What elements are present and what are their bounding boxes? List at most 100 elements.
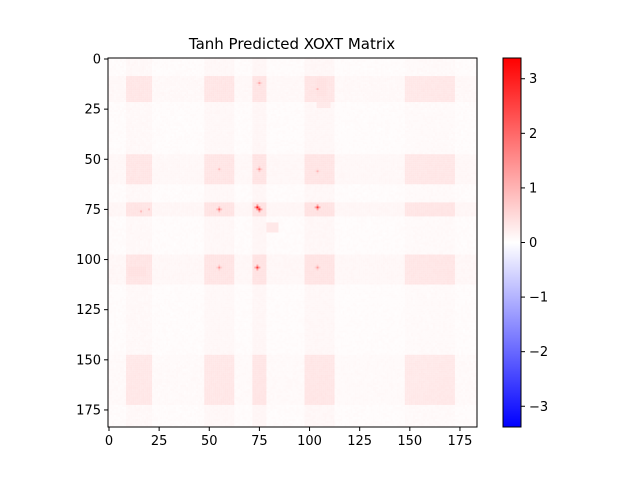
heatmap-cell <box>228 66 230 68</box>
heatmap-cell <box>260 66 262 68</box>
heatmap-cell <box>313 80 315 82</box>
heatmap-cell <box>258 92 260 94</box>
heatmap-cell <box>174 60 176 62</box>
heatmap-cell <box>288 62 290 64</box>
heatmap-cell <box>457 90 459 92</box>
heatmap-cell <box>258 74 260 76</box>
heatmap-cell <box>339 88 341 90</box>
heatmap-cell <box>359 66 361 68</box>
heatmap-cell <box>260 82 262 84</box>
heatmap-cell <box>373 86 375 88</box>
heatmap-cell <box>361 88 363 90</box>
heatmap-cell <box>337 62 339 64</box>
heatmap-cell <box>293 68 295 70</box>
heatmap-cell <box>154 86 156 88</box>
heatmap-cell <box>413 72 415 74</box>
heatmap-cell <box>341 86 343 88</box>
heatmap-cell <box>361 92 363 94</box>
heatmap-cell <box>415 72 417 74</box>
heatmap-cell <box>272 74 274 76</box>
heatmap-cell <box>467 98 469 100</box>
heatmap-cell <box>311 76 313 78</box>
heatmap-cell <box>134 94 136 96</box>
heatmap-cell <box>309 60 311 62</box>
heatmap-cell <box>234 90 236 92</box>
heatmap-cell <box>465 88 467 90</box>
heatmap-cell <box>146 70 148 72</box>
heatmap-cell <box>260 60 262 62</box>
heatmap-cell <box>222 70 224 72</box>
heatmap-cell <box>331 86 333 88</box>
heatmap-cell <box>146 72 148 74</box>
heatmap-cell <box>118 100 120 102</box>
heatmap-cell <box>178 62 180 64</box>
heatmap-cell <box>411 70 413 72</box>
heatmap-cell <box>385 96 387 98</box>
heatmap-cell <box>154 100 156 102</box>
heatmap-cell <box>112 88 114 90</box>
heatmap-cell <box>295 86 297 88</box>
heatmap-cell <box>305 98 307 100</box>
heatmap-cell <box>130 78 132 80</box>
heatmap-cell <box>309 76 311 78</box>
heatmap-cell <box>258 88 260 90</box>
heatmap-cell <box>230 74 232 76</box>
heatmap-cell <box>459 66 461 68</box>
heatmap-cell <box>363 78 365 80</box>
heatmap-cell <box>315 62 317 64</box>
heatmap-cell <box>230 84 232 86</box>
heatmap-cell <box>439 74 441 76</box>
heatmap-cell <box>162 100 164 102</box>
heatmap-cell <box>361 74 363 76</box>
heatmap-cell <box>411 102 413 104</box>
heatmap-cell <box>256 100 258 102</box>
heatmap-cell <box>325 92 327 94</box>
heatmap-cell <box>238 82 240 84</box>
heatmap-cell <box>439 94 441 96</box>
heatmap-cell <box>214 86 216 88</box>
heatmap-cell <box>397 94 399 96</box>
heatmap-cell <box>299 100 301 102</box>
heatmap-cell <box>411 68 413 70</box>
heatmap-cell <box>236 76 238 78</box>
heatmap-cell <box>363 102 365 104</box>
heatmap-cell <box>393 96 395 98</box>
heatmap-cell <box>471 98 473 100</box>
heatmap-cell <box>351 72 353 74</box>
heatmap-cell <box>146 94 148 96</box>
heatmap-cell <box>435 66 437 68</box>
heatmap-cell <box>266 78 268 80</box>
heatmap-cell <box>196 74 198 76</box>
heatmap-cell <box>361 62 363 64</box>
heatmap-cell <box>319 84 321 86</box>
heatmap-cell <box>206 74 208 76</box>
heatmap-cell <box>383 76 385 78</box>
heatmap-cell <box>313 84 315 86</box>
heatmap-cell <box>232 80 234 82</box>
heatmap-cell <box>439 72 441 74</box>
heatmap-cell <box>417 96 419 98</box>
heatmap-cell <box>112 60 114 62</box>
heatmap-cell <box>463 68 465 70</box>
heatmap-cell <box>206 84 208 86</box>
heatmap-cell <box>210 70 212 72</box>
heatmap-cell <box>389 60 391 62</box>
heatmap-cell <box>465 100 467 102</box>
heatmap-cell <box>200 60 202 62</box>
heatmap-cell <box>276 84 278 86</box>
heatmap-cell <box>313 96 315 98</box>
heatmap-cell <box>443 78 445 80</box>
heatmap-cell <box>469 76 471 78</box>
heatmap-cell <box>136 60 138 62</box>
heatmap-cell <box>114 100 116 102</box>
heatmap-cell <box>146 102 148 104</box>
heatmap-cell <box>196 94 198 96</box>
heatmap-cell <box>319 60 321 62</box>
heatmap-cell <box>156 60 158 62</box>
heatmap-cell <box>136 102 138 104</box>
heatmap-cell <box>443 92 445 94</box>
heatmap-cell <box>122 62 124 64</box>
heatmap-cell <box>132 72 134 74</box>
heatmap-cell <box>319 96 321 98</box>
heatmap-cell <box>337 86 339 88</box>
